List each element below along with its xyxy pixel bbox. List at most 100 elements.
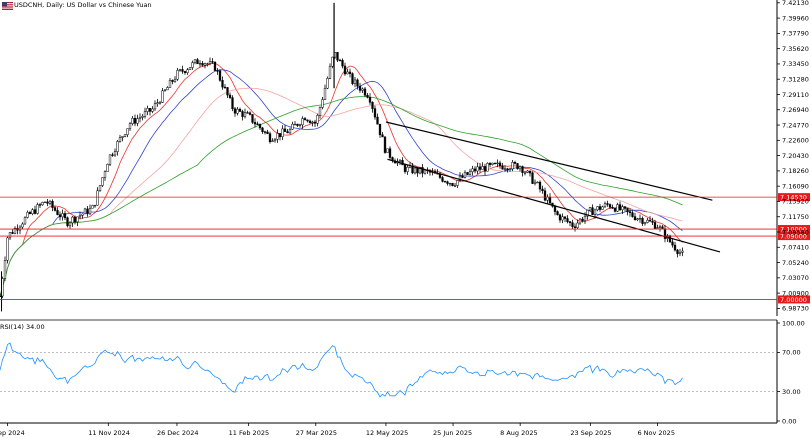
candle-body	[378, 123, 382, 136]
candle-body	[103, 171, 107, 178]
candle-body	[161, 90, 164, 103]
candle-body	[358, 85, 362, 91]
candle-body	[166, 87, 169, 91]
candle-body	[676, 249, 679, 254]
candle-body	[0, 295, 2, 297]
candle-body	[228, 94, 232, 98]
candle-body	[123, 134, 127, 137]
candle-body	[496, 162, 499, 165]
candle-body	[526, 170, 529, 173]
candle-body	[601, 206, 604, 210]
candle-body	[591, 207, 594, 215]
candle-body	[538, 181, 542, 190]
candle-body	[148, 108, 152, 112]
candle-body	[43, 201, 47, 203]
candle-body	[106, 164, 109, 172]
price-axis: 7.42130 7.39960 7.37790 7.35620 7.33450 7.312…	[777, 0, 809, 313]
candle-body	[173, 78, 177, 82]
candle-body	[338, 59, 342, 62]
candle-body	[126, 128, 129, 135]
candle-body	[198, 63, 202, 65]
candle-body	[353, 79, 357, 84]
candle-body	[121, 136, 124, 138]
candle-body	[108, 154, 112, 165]
candle-body	[456, 180, 459, 186]
candle-body	[46, 201, 49, 204]
candle-body	[208, 61, 212, 64]
date-tick-label: 11 Nov 2024	[88, 429, 130, 437]
price-tick-label: 7.13920	[782, 198, 809, 206]
price-tick-label: 7.24770	[782, 121, 809, 129]
candle-body	[246, 112, 249, 114]
candle-body	[588, 207, 592, 211]
candle-body	[118, 137, 122, 142]
candle-body	[386, 148, 389, 153]
candle-body	[83, 208, 87, 215]
candle-body	[611, 207, 614, 209]
candle-body	[271, 140, 274, 142]
candle-body	[143, 111, 147, 117]
rsi-tick-label: 0.00	[782, 417, 796, 425]
candle-body	[183, 71, 187, 73]
candle-body	[606, 203, 609, 205]
candle-body	[58, 214, 62, 218]
candle-body	[636, 218, 639, 220]
candle-body	[371, 102, 374, 109]
candle-body	[186, 69, 189, 73]
price-tick-label: 7.39960	[782, 14, 809, 22]
candle-body	[646, 219, 649, 223]
candle-body	[233, 108, 237, 114]
candle-body	[513, 162, 517, 164]
candle-body	[661, 226, 664, 230]
candle-body	[468, 171, 472, 175]
candle-body	[18, 226, 22, 231]
trend-channel[interactable]	[385, 121, 721, 253]
price-tick-label: 7.07410	[782, 244, 809, 252]
candle-body	[101, 177, 104, 186]
candle-body	[273, 138, 277, 142]
candle-body	[556, 211, 559, 216]
candle-body	[351, 73, 354, 84]
candle-body	[561, 216, 564, 221]
price-tick-label: 7.35620	[782, 45, 809, 53]
candle-body	[226, 87, 229, 96]
candle-body	[248, 112, 252, 115]
candlesticks[interactable]	[0, 2, 684, 312]
candle-body	[368, 97, 372, 103]
candle-body	[91, 205, 94, 209]
price-tick-label: 7.31280	[782, 76, 809, 84]
candle-body	[483, 166, 487, 172]
candle-body	[196, 59, 199, 65]
candle-body	[381, 134, 384, 138]
candle-body	[311, 121, 314, 124]
candle-body	[138, 117, 142, 119]
candle-body	[521, 166, 524, 173]
rsi-tick-label: 30.00	[782, 388, 801, 396]
moving-averages	[0, 62, 683, 297]
candle-body	[206, 63, 209, 65]
candle-body	[476, 166, 479, 172]
candle-body	[171, 80, 174, 82]
candle-body	[608, 204, 612, 208]
candle-body	[671, 241, 674, 246]
candle-body	[231, 97, 234, 109]
candle-body	[251, 114, 254, 123]
candle-body	[238, 108, 242, 112]
candle-body	[446, 181, 449, 184]
candle-body	[481, 166, 484, 170]
candle-body	[516, 163, 519, 170]
level-badge	[778, 232, 810, 241]
candle-body	[131, 118, 134, 124]
candle-body	[488, 163, 492, 165]
candle-body	[466, 172, 469, 175]
candle-body	[323, 87, 327, 100]
candle-body	[586, 209, 589, 217]
rsi-tick-label: 100.00	[782, 319, 805, 327]
candle-body	[571, 222, 574, 227]
candle-body	[451, 182, 454, 187]
candle-body	[518, 166, 522, 170]
price-tick-label: 7.18260	[782, 167, 809, 175]
